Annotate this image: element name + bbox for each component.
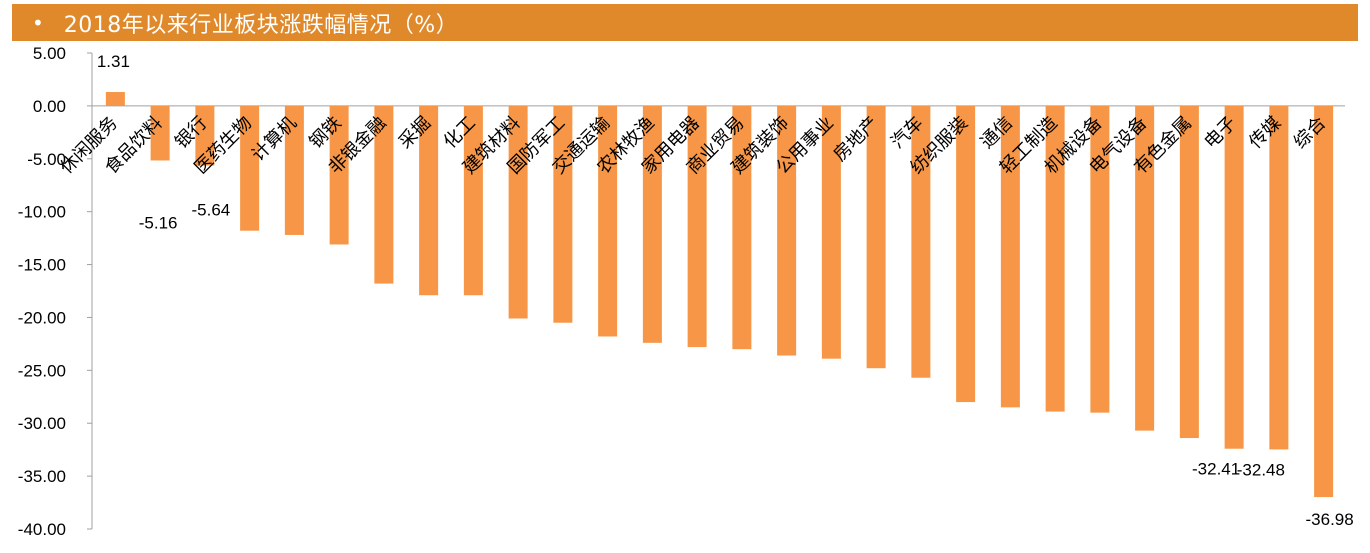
y-tick-label: -15.00 [18, 256, 66, 275]
bar [1000, 105, 1020, 408]
bar [105, 92, 125, 106]
bullet-icon: • [32, 10, 44, 35]
bar [866, 105, 886, 369]
data-label: -36.98 [1306, 510, 1354, 529]
y-tick-label: -40.00 [18, 520, 66, 539]
bar [598, 105, 618, 337]
data-label: -5.16 [139, 213, 178, 232]
y-tick-label: -25.00 [18, 361, 66, 380]
bar [642, 105, 662, 343]
y-tick-label: -30.00 [18, 414, 66, 433]
bar [508, 105, 528, 319]
bar [821, 105, 841, 359]
bar [419, 105, 439, 296]
bar [329, 105, 349, 245]
bar [956, 105, 976, 403]
y-tick-label: -10.00 [18, 203, 66, 222]
bar [911, 105, 931, 378]
bar [1045, 105, 1065, 412]
bar [284, 105, 304, 235]
bar [463, 105, 483, 296]
bar [1224, 105, 1244, 449]
y-tick-label: -5.00 [27, 150, 66, 169]
bar [1090, 105, 1110, 413]
y-tick-label: -35.00 [18, 467, 66, 486]
y-tick-label: 5.00 [33, 44, 66, 63]
y-tick-label: -20.00 [18, 308, 66, 327]
bar [732, 105, 752, 350]
bar [1179, 105, 1199, 439]
bar [1135, 105, 1155, 431]
data-label: 1.31 [97, 52, 130, 71]
bar [553, 105, 573, 323]
y-tick-label: 0.00 [33, 97, 66, 116]
bar [777, 105, 797, 356]
bar [150, 105, 170, 161]
chart-title: 2018年以来行业板块涨跌幅情况（%） [63, 12, 459, 38]
bar [195, 105, 215, 166]
bar [1269, 105, 1289, 450]
data-label: -32.48 [1237, 460, 1285, 479]
bar [374, 105, 394, 284]
data-label: -32.41 [1192, 460, 1240, 479]
title-banner: • 2018年以来行业板块涨跌幅情况（%） [12, 4, 1358, 41]
data-label: -5.64 [192, 201, 231, 220]
bar [687, 105, 707, 348]
bar [240, 105, 260, 231]
bar [1314, 105, 1334, 498]
